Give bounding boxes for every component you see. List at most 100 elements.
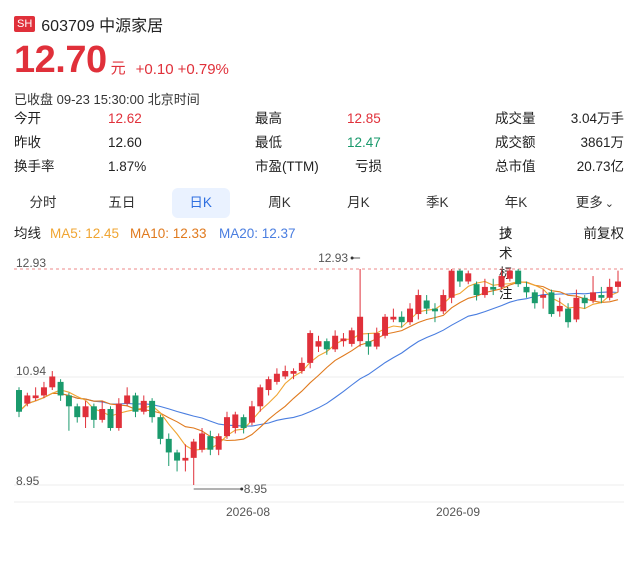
price-unit: 元 <box>110 60 126 77</box>
stat-label: 最低 <box>255 135 282 150</box>
trend-icon: ⤴ <box>499 227 512 241</box>
candle-body <box>465 273 472 282</box>
candle-body <box>357 316 364 342</box>
candle-body <box>257 387 264 407</box>
candle-body <box>32 395 39 399</box>
candle-body <box>90 406 97 420</box>
tab-daily-k[interactable]: 日K <box>171 188 230 218</box>
candle-body <box>24 395 31 404</box>
stat-value: 20.73亿 <box>576 159 624 174</box>
tab-quarterly-k[interactable]: 季K <box>425 195 449 210</box>
candle-body <box>373 333 380 347</box>
candle-body <box>65 395 72 407</box>
candle-body <box>473 284 480 296</box>
tab-weekly-k[interactable]: 周K <box>268 195 291 210</box>
candle-body <box>598 295 605 298</box>
candle-body <box>115 403 122 429</box>
stat-label: 最高 <box>255 111 282 126</box>
candle-body <box>431 308 438 312</box>
candle-body <box>606 286 613 298</box>
candle-body <box>498 276 505 287</box>
candle-body <box>290 371 297 374</box>
candle-body <box>223 417 230 437</box>
tab-more[interactable]: 更多 ⌄ <box>566 188 624 218</box>
stat-value: 12.60 <box>108 135 142 150</box>
candle-body <box>490 286 497 290</box>
stat-label: 昨收 <box>14 135 41 150</box>
candle-body <box>590 292 597 301</box>
candle-body <box>74 406 81 418</box>
high-annotation-label: 12.93 <box>318 251 348 265</box>
stat-label: 成交额 <box>495 135 536 150</box>
price-row: 12.70 元 +0.10 +0.79% <box>14 40 229 80</box>
stat-label: 总市值 <box>495 159 536 174</box>
candle-body <box>365 341 372 347</box>
candle-body <box>481 286 488 296</box>
candle-body <box>215 436 222 450</box>
tab-more-label: 更多 <box>575 195 603 210</box>
candle-body <box>340 338 347 342</box>
stat-value: 1.87% <box>108 159 147 174</box>
adjust-button[interactable]: 前复权 <box>583 226 625 241</box>
candle-body <box>16 390 22 412</box>
candle-body <box>448 270 455 298</box>
candle-body <box>57 381 64 396</box>
market-badge: SH <box>14 16 36 32</box>
ma20-value: MA20: 12.37 <box>219 226 296 241</box>
tab-five-day[interactable]: 五日 <box>108 195 136 210</box>
ma20-line <box>18 291 619 427</box>
candle-body <box>49 376 56 388</box>
stat-label: 成交量 <box>495 111 536 126</box>
tab-monthly-k[interactable]: 月K <box>347 195 370 210</box>
candle-body <box>456 270 463 282</box>
market-status: 已收盘 09-23 15:30:00 北京时间 <box>14 92 200 107</box>
candle-body <box>248 406 255 423</box>
candle-body <box>382 316 389 336</box>
candle-body <box>573 297 580 320</box>
candle-body <box>199 433 206 450</box>
candle-body <box>265 379 272 391</box>
quote-header: SH 603709 中源家居 <box>14 12 163 36</box>
candle-body <box>531 292 538 304</box>
tab-yearly-k[interactable]: 年K <box>504 195 528 210</box>
candle-body <box>240 417 247 429</box>
candle-body <box>298 362 305 372</box>
candle-body <box>182 457 189 461</box>
candle-body <box>140 400 147 412</box>
x-tick-label: 2026-08 <box>226 505 270 519</box>
stat-value: 12.47 <box>347 135 381 150</box>
candle-body <box>398 316 405 323</box>
candle-body <box>556 305 563 312</box>
candle-body <box>149 400 156 418</box>
candle-body <box>157 417 164 439</box>
candle-body <box>565 308 572 323</box>
stat-value: 亏损 <box>355 159 382 174</box>
candle-body <box>307 333 314 363</box>
candle-body <box>207 436 214 450</box>
candle-body <box>174 452 181 461</box>
ma10-value: MA10: 12.33 <box>130 226 207 241</box>
stats-row: 今开 12.62 最高 12.85 成交量 3.04万手 <box>14 107 624 131</box>
candle-body <box>124 395 131 404</box>
stat-label: 换手率 <box>14 159 55 174</box>
chevron-down-icon: ⌄ <box>604 198 615 210</box>
low-annotation-label: 8.95 <box>244 482 268 496</box>
ma5-value: MA5: 12.45 <box>50 226 120 241</box>
candle-body <box>273 373 280 382</box>
stat-value: 3861万 <box>580 135 624 150</box>
tab-intraday[interactable]: 分时 <box>29 195 57 210</box>
current-price: 12.70 <box>14 39 107 81</box>
candle-body <box>165 438 172 453</box>
y-tick-label: 12.93 <box>16 256 46 270</box>
candle-body <box>332 335 339 350</box>
candle-body <box>323 341 330 350</box>
stat-label: 市盈(TTM) <box>255 159 319 174</box>
stats-grid: 今开 12.62 最高 12.85 成交量 3.04万手 昨收 12.60 最低… <box>14 107 624 179</box>
candle-body <box>515 270 522 285</box>
ma-title: 均线 <box>14 226 41 241</box>
price-change: +0.10 <box>135 61 174 78</box>
candle-body <box>415 295 422 315</box>
stock-code-name: 603709 中源家居 <box>41 18 164 35</box>
candle-body <box>548 292 555 315</box>
